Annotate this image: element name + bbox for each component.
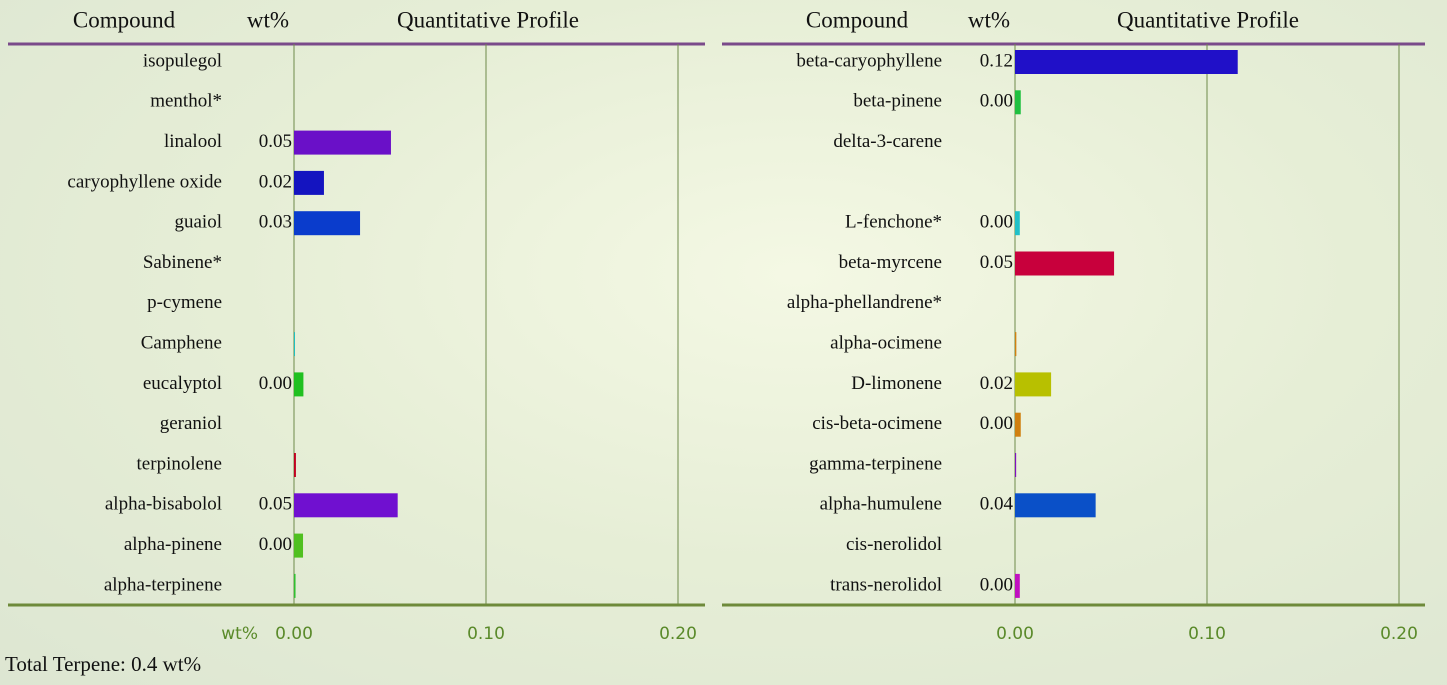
compound-name: eucalyptol bbox=[143, 373, 222, 394]
x-tick-label: 0.20 bbox=[659, 624, 697, 644]
compound-name: cis-nerolidol bbox=[846, 534, 942, 555]
compound-name: terpinolene bbox=[137, 453, 222, 474]
bar bbox=[294, 130, 391, 155]
bar bbox=[1015, 211, 1020, 236]
bar bbox=[1015, 332, 1017, 357]
value-label: 0.02 bbox=[980, 373, 1013, 394]
value-label: 0.12 bbox=[980, 50, 1013, 71]
column-header: Quantitative Profile bbox=[397, 7, 579, 32]
compound-name: alpha-phellandrene* bbox=[787, 292, 942, 313]
x-axis-label: wt% bbox=[221, 624, 258, 644]
bar bbox=[1015, 251, 1115, 276]
bar bbox=[1015, 90, 1021, 115]
compound-name: Sabinene* bbox=[143, 252, 222, 273]
compound-name: geraniol bbox=[160, 413, 222, 434]
bar bbox=[294, 573, 296, 598]
compound-name: alpha-pinene bbox=[124, 534, 222, 555]
compound-name: p-cymene bbox=[147, 292, 222, 313]
bar bbox=[294, 372, 304, 397]
compound-name: isopulegol bbox=[143, 50, 222, 71]
bar bbox=[294, 493, 398, 518]
column-header: wt% bbox=[247, 7, 289, 32]
column-header: Compound bbox=[73, 7, 176, 32]
compound-name: Camphene bbox=[141, 332, 222, 353]
column-header: Compound bbox=[806, 7, 909, 32]
value-label: 0.00 bbox=[980, 574, 1013, 595]
bar bbox=[294, 332, 295, 357]
bar bbox=[294, 533, 304, 558]
value-label: 0.05 bbox=[259, 494, 292, 515]
compound-name: guaiol bbox=[175, 212, 223, 233]
bar bbox=[1015, 50, 1238, 74]
bar bbox=[1015, 493, 1096, 518]
bar bbox=[294, 211, 361, 236]
value-label: 0.00 bbox=[259, 534, 292, 555]
value-label: 0.00 bbox=[980, 212, 1013, 233]
value-label: 0.00 bbox=[980, 413, 1013, 434]
total-terpene: Total Terpene: 0.4 wt% bbox=[5, 652, 201, 676]
x-tick-label: 0.20 bbox=[1380, 624, 1418, 644]
x-tick-label: 0.00 bbox=[275, 624, 313, 644]
bar bbox=[1015, 573, 1020, 598]
x-tick-label: 0.10 bbox=[1188, 624, 1226, 644]
compound-name: menthol* bbox=[150, 91, 222, 112]
column-header: Quantitative Profile bbox=[1117, 7, 1299, 32]
bar bbox=[294, 453, 296, 477]
compound-name: beta-pinene bbox=[853, 91, 942, 112]
compound-name: gamma-terpinene bbox=[809, 453, 942, 474]
value-label: 0.05 bbox=[259, 131, 292, 152]
compound-name: caryophyllene oxide bbox=[67, 171, 222, 192]
bar bbox=[1015, 412, 1021, 437]
compound-name: cis-beta-ocimene bbox=[812, 413, 942, 434]
compound-name: linalool bbox=[164, 131, 222, 152]
compound-name: trans-nerolidol bbox=[830, 574, 942, 595]
compound-name: beta-myrcene bbox=[839, 252, 942, 273]
value-label: 0.02 bbox=[259, 171, 292, 192]
value-label: 0.03 bbox=[259, 212, 292, 233]
compound-name: alpha-ocimene bbox=[830, 332, 942, 353]
bar bbox=[294, 170, 324, 195]
compound-name: L-fenchone* bbox=[845, 212, 942, 233]
value-label: 0.00 bbox=[259, 373, 292, 394]
value-label: 0.04 bbox=[980, 494, 1014, 515]
compound-name: delta-3-carene bbox=[833, 131, 942, 152]
bar bbox=[1015, 372, 1052, 397]
value-label: 0.05 bbox=[980, 252, 1013, 273]
compound-name: alpha-humulene bbox=[820, 494, 942, 515]
compound-name: beta-caryophyllene bbox=[796, 50, 942, 71]
bar bbox=[1015, 453, 1017, 477]
x-tick-label: 0.10 bbox=[467, 624, 505, 644]
column-header: wt% bbox=[968, 7, 1010, 32]
compound-name: D-limonene bbox=[851, 373, 942, 394]
compound-name: alpha-bisabolol bbox=[105, 494, 222, 515]
compound-name: alpha-terpinene bbox=[104, 574, 222, 595]
x-tick-label: 0.00 bbox=[996, 624, 1034, 644]
value-label: 0.00 bbox=[980, 91, 1013, 112]
